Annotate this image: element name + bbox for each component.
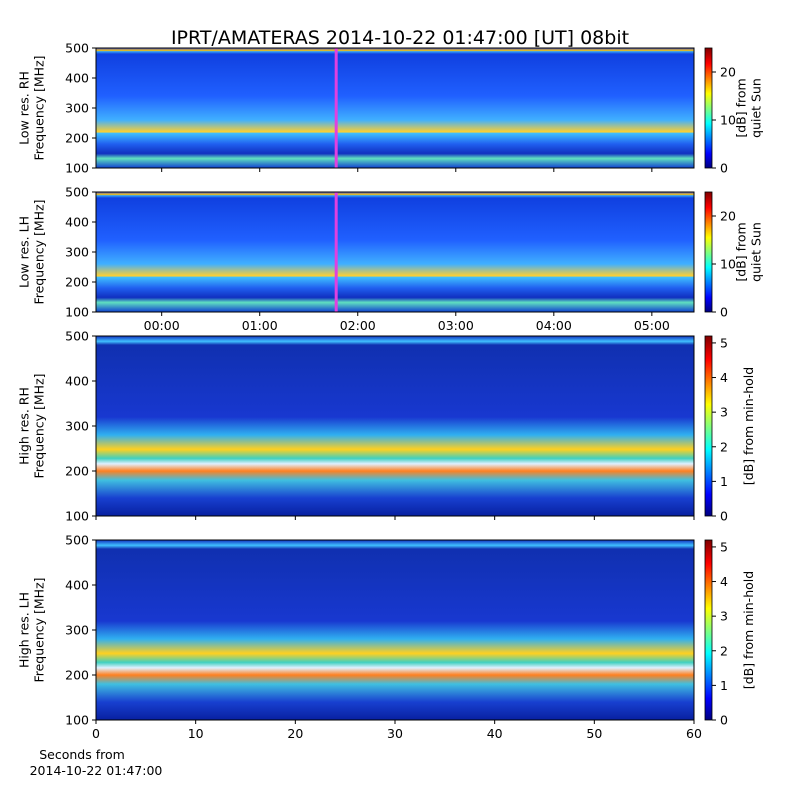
colorbar-tick-label: 1 bbox=[720, 678, 728, 693]
x-tick-label: 03:00 bbox=[438, 318, 474, 333]
colorbar-tick-label: 0 bbox=[720, 161, 728, 176]
colorbar-label: quiet Sun bbox=[749, 222, 764, 282]
colorbar-tick-label: 4 bbox=[720, 370, 728, 385]
x-tick-label: 01:00 bbox=[242, 318, 278, 333]
colorbar-tick-label: 5 bbox=[720, 335, 728, 350]
spectrogram-image bbox=[96, 192, 694, 312]
x-tick-label: 04:00 bbox=[536, 318, 572, 333]
x-tick-label: 60 bbox=[686, 726, 702, 741]
x-tick-label: 50 bbox=[586, 726, 602, 741]
y-axis-label: High res. RH bbox=[17, 387, 32, 465]
y-axis-label: High res. LH bbox=[17, 592, 32, 668]
colorbar bbox=[704, 47, 713, 169]
y-axis-label: Low res. RH bbox=[17, 71, 32, 145]
y-axis-label: Frequency [MHz] bbox=[32, 577, 47, 682]
x-axis-label: 2014-10-22 01:47:00 bbox=[30, 763, 163, 778]
y-tick-label: 100 bbox=[65, 161, 89, 176]
colorbar-label: quiet Sun bbox=[749, 78, 764, 138]
x-axis-label: Seconds from bbox=[39, 747, 125, 762]
y-tick-label: 200 bbox=[65, 464, 89, 479]
colorbar-tick-label: 0 bbox=[720, 305, 728, 320]
colorbar-tick-label: 10 bbox=[720, 113, 736, 128]
y-tick-label: 400 bbox=[65, 71, 89, 86]
colorbar-label: [dB] from min-hold bbox=[741, 367, 756, 485]
y-tick-label: 400 bbox=[65, 215, 89, 230]
y-tick-label: 500 bbox=[65, 41, 89, 56]
y-axis-label: Frequency [MHz] bbox=[32, 373, 47, 478]
x-tick-label: 10 bbox=[188, 726, 204, 741]
y-tick-label: 300 bbox=[65, 419, 89, 434]
y-tick-label: 400 bbox=[65, 578, 89, 593]
y-tick-label: 100 bbox=[65, 509, 89, 524]
colorbar-tick-label: 4 bbox=[720, 574, 728, 589]
y-tick-label: 500 bbox=[65, 533, 89, 548]
y-tick-label: 100 bbox=[65, 305, 89, 320]
y-axis-label: Frequency [MHz] bbox=[32, 199, 47, 304]
colorbar-label: [dB] from bbox=[734, 222, 749, 281]
y-tick-label: 100 bbox=[65, 713, 89, 728]
colorbar-tick-label: 20 bbox=[720, 65, 736, 80]
y-tick-label: 500 bbox=[65, 185, 89, 200]
y-tick-label: 300 bbox=[65, 623, 89, 638]
colorbar-tick-label: 2 bbox=[720, 439, 728, 454]
x-tick-label: 40 bbox=[487, 726, 503, 741]
y-axis-label: Frequency [MHz] bbox=[32, 55, 47, 160]
spectrogram-image bbox=[96, 336, 694, 516]
colorbar-tick-label: 10 bbox=[720, 257, 736, 272]
colorbar-tick-label: 3 bbox=[720, 405, 728, 420]
colorbar-tick-label: 1 bbox=[720, 474, 728, 489]
colorbar bbox=[704, 539, 713, 721]
spectrogram-image bbox=[96, 48, 694, 168]
x-tick-label: 02:00 bbox=[340, 318, 376, 333]
colorbar bbox=[704, 191, 713, 313]
x-tick-label: 0 bbox=[92, 726, 100, 741]
colorbar-tick-label: 2 bbox=[720, 643, 728, 658]
chart-title: IPRT/AMATERAS 2014-10-22 01:47:00 [UT] 0… bbox=[171, 27, 629, 49]
colorbar-tick-label: 0 bbox=[720, 713, 728, 728]
colorbar-label: [dB] from bbox=[734, 78, 749, 137]
y-tick-label: 500 bbox=[65, 329, 89, 344]
x-tick-label: 05:00 bbox=[634, 318, 670, 333]
colorbar-tick-label: 5 bbox=[720, 539, 728, 554]
x-tick-label: 00:00 bbox=[144, 318, 180, 333]
y-tick-label: 400 bbox=[65, 374, 89, 389]
y-tick-label: 200 bbox=[65, 131, 89, 146]
colorbar-label: [dB] from min-hold bbox=[741, 571, 756, 689]
y-axis-label: Low res. LH bbox=[17, 216, 32, 288]
y-tick-label: 300 bbox=[65, 245, 89, 260]
y-tick-label: 300 bbox=[65, 101, 89, 116]
colorbar-tick-label: 20 bbox=[720, 209, 736, 224]
spectrogram-image bbox=[96, 540, 694, 720]
x-tick-label: 30 bbox=[387, 726, 403, 741]
colorbar-tick-label: 0 bbox=[720, 509, 728, 524]
y-tick-label: 200 bbox=[65, 275, 89, 290]
colorbar bbox=[704, 335, 713, 517]
y-tick-label: 200 bbox=[65, 668, 89, 683]
x-tick-label: 20 bbox=[287, 726, 303, 741]
colorbar-tick-label: 3 bbox=[720, 609, 728, 624]
